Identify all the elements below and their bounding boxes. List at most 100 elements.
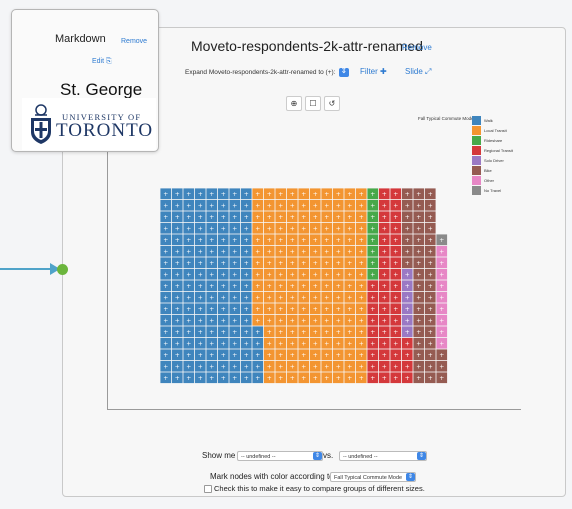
grid-cell xyxy=(160,291,172,303)
expand-select[interactable] xyxy=(339,66,350,77)
grid-cell xyxy=(217,291,229,303)
grid-cell xyxy=(436,303,448,315)
grid-cell-marker: + xyxy=(209,248,214,255)
grid-cell-marker: + xyxy=(416,340,421,347)
legend-label: No Travel xyxy=(484,188,502,193)
zoom-in-icon[interactable]: ⊕ xyxy=(286,96,302,111)
grid-cell xyxy=(206,257,218,269)
grid-cell-marker: + xyxy=(232,340,237,347)
grid-cell xyxy=(229,337,241,349)
grid-cell xyxy=(183,303,195,315)
grid-cell-marker: + xyxy=(186,283,191,290)
grid-cell-marker: + xyxy=(428,202,433,209)
grid-cell xyxy=(321,245,333,257)
grid-cell xyxy=(355,188,367,200)
grid-cell xyxy=(401,280,413,292)
grid-cell-marker: + xyxy=(255,202,260,209)
grid-cell-marker: + xyxy=(416,248,421,255)
grid-cell-marker: + xyxy=(186,202,191,209)
viz-remove-link[interactable]: Remove xyxy=(402,43,432,52)
color-attribute-dropdown[interactable]: Fall Typical Commute Mode ⇕ xyxy=(330,472,416,482)
grid-cell-marker: + xyxy=(175,202,180,209)
grid-cell-marker: + xyxy=(221,225,226,232)
grid-cell-marker: + xyxy=(382,225,387,232)
grid-cell-marker: + xyxy=(428,294,433,301)
grid-cell-marker: + xyxy=(428,214,433,221)
grid-cell-marker: + xyxy=(428,329,433,336)
markdown-edit-link[interactable]: Edit ⎘ xyxy=(92,58,112,66)
grid-cell xyxy=(321,211,333,223)
grid-cell xyxy=(206,314,218,326)
grid-cell-marker: + xyxy=(209,225,214,232)
grid-cell xyxy=(217,199,229,211)
grid-cell xyxy=(275,280,287,292)
reset-icon[interactable]: ↺ xyxy=(324,96,340,111)
grid-cell-marker: + xyxy=(232,294,237,301)
grid-cell-marker: + xyxy=(255,363,260,370)
markdown-remove-link[interactable]: Remove xyxy=(121,38,148,45)
grid-cell-marker: + xyxy=(301,306,306,313)
grid-cell xyxy=(378,314,390,326)
grid-cell xyxy=(275,199,287,211)
grid-cell-marker: + xyxy=(290,202,295,209)
grid-cell xyxy=(332,222,344,234)
grid-cell-marker: + xyxy=(416,329,421,336)
grid-cell-marker: + xyxy=(198,202,203,209)
grid-cell xyxy=(355,257,367,269)
grid-cell-marker: + xyxy=(347,191,352,198)
compare-checkbox[interactable] xyxy=(204,484,212,493)
grid-cell xyxy=(436,337,448,349)
grid-cell-marker: + xyxy=(290,214,295,221)
grid-cell-marker: + xyxy=(393,363,398,370)
grid-cell-marker: + xyxy=(255,352,260,359)
grid-cell xyxy=(194,303,206,315)
grid-cell-marker: + xyxy=(428,352,433,359)
legend-item: Rideshare xyxy=(472,136,502,145)
grid-cell-marker: + xyxy=(313,329,318,336)
grid-cell-marker: + xyxy=(198,283,203,290)
grid-cell-marker: + xyxy=(244,191,249,198)
vs-dropdown[interactable]: -- undefined -- ⇕ xyxy=(339,451,427,461)
grid-cell xyxy=(378,211,390,223)
grid-cell-marker: + xyxy=(232,202,237,209)
filter-button[interactable]: Filter ✚ xyxy=(360,67,387,76)
grid-cell xyxy=(436,372,448,384)
show-me-dropdown[interactable]: -- undefined -- ⇕ xyxy=(237,451,323,461)
grid-cell-marker: + xyxy=(313,260,318,267)
grid-cell xyxy=(355,360,367,372)
grid-cell xyxy=(240,188,252,200)
grid-cell-marker: + xyxy=(267,271,272,278)
grid-cell-marker: + xyxy=(221,294,226,301)
grid-cell-marker: + xyxy=(313,271,318,278)
grid-cell xyxy=(229,257,241,269)
grid-cell xyxy=(309,349,321,361)
plot-frame xyxy=(107,98,521,410)
grid-cell xyxy=(309,303,321,315)
grid-cell xyxy=(252,314,264,326)
grid-cell xyxy=(217,349,229,361)
fit-view-icon[interactable]: ☐ xyxy=(305,96,321,111)
slide-button[interactable]: Slide ⤢ xyxy=(405,67,431,77)
grid-cell xyxy=(275,188,287,200)
grid-cell xyxy=(206,268,218,280)
grid-cell xyxy=(332,372,344,384)
grid-cell-marker: + xyxy=(301,283,306,290)
grid-cell xyxy=(229,349,241,361)
grid-cell xyxy=(206,280,218,292)
grid-cell-marker: + xyxy=(405,294,410,301)
grid-cell xyxy=(171,188,183,200)
grid-cell-marker: + xyxy=(359,363,364,370)
grid-cell-marker: + xyxy=(232,306,237,313)
grid-cell-marker: + xyxy=(244,202,249,209)
grid-cell-marker: + xyxy=(198,352,203,359)
grid-cell xyxy=(298,303,310,315)
grid-cell xyxy=(390,326,402,338)
grid-cell xyxy=(229,245,241,257)
grid-cell xyxy=(436,280,448,292)
input-port[interactable] xyxy=(57,264,68,275)
grid-cell-marker: + xyxy=(382,191,387,198)
grid-cell xyxy=(263,360,275,372)
grid-cell xyxy=(171,234,183,246)
grid-cell xyxy=(171,303,183,315)
grid-cell xyxy=(424,291,436,303)
